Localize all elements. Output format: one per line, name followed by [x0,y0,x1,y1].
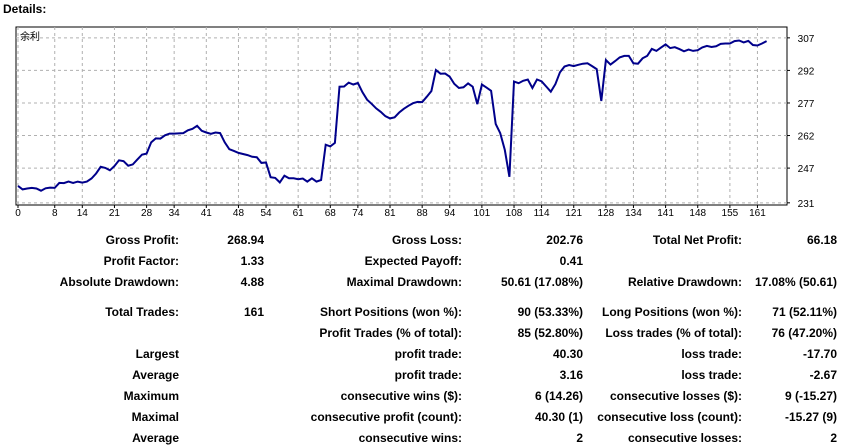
gross-loss-value: 202.76 [546,233,583,247]
details-title: Details: [3,2,47,16]
x-tick-label: 0 [15,208,21,219]
loss-trades-value: 76 (47.20%) [771,326,837,340]
largest-profit-label: profit trade: [394,347,462,361]
maximal-consec-loss-label: consecutive loss (count): [597,410,742,424]
x-tick-label: 114 [534,208,550,219]
avg-consec-losses-value: 2 [830,431,837,445]
relative-drawdown-label: Relative Drawdown: [627,275,742,289]
max-consec-losses-label: consecutive losses ($): [609,389,742,403]
long-positions-label: Long Positions (won %): [602,305,742,319]
x-tick-label: 48 [233,208,245,219]
largest-loss-label: loss trade: [681,347,742,361]
equity-line [17,39,768,192]
profit-factor-value: 1.33 [240,254,264,268]
x-tick-label: 8 [52,208,58,219]
loss-trades-label: Loss trades (% of total): [605,326,742,340]
max-consec-wins-value: 6 (14.26) [534,389,583,403]
x-tick-label: 141 [657,208,674,219]
total-trades-value: 161 [243,305,264,319]
x-tick-label: 34 [169,208,181,219]
x-tick-label: 54 [260,208,272,219]
maximal-consec-profit-label: consecutive profit (count): [310,410,462,424]
gross-profit-label: Gross Profit: [105,233,179,247]
y-tick-label: 277 [798,99,815,110]
long-positions-value: 71 (52.11%) [772,305,837,319]
x-tick-label: 108 [506,208,523,219]
logo-text: 余利 [20,30,40,43]
avg-consec-losses-label: consecutive losses: [627,431,742,445]
short-positions-value: 90 (53.33%) [517,305,583,319]
absolute-drawdown-value: 4.88 [240,275,264,289]
relative-drawdown-value: 17.08% (50.61) [754,275,837,289]
x-tick-label: 74 [352,208,364,219]
y-tick-label: 247 [798,164,815,175]
y-tick-label: 292 [798,66,815,77]
x-tick-label: 161 [749,208,766,219]
x-tick-label: 94 [444,208,456,219]
total-net-profit-value: 66.18 [806,233,837,247]
grid-lines [16,27,787,205]
gross-profit-value: 268.94 [227,233,264,247]
x-tick-label: 134 [625,208,642,219]
maximal-consec-profit-value: 40.30 (1) [534,410,583,424]
avg-consec-wins-label: consecutive wins: [358,431,462,445]
largest-label: Largest [135,347,179,361]
largest-loss-value: -17.70 [802,347,837,361]
largest-profit-value: 40.30 [552,347,583,361]
max-consec-wins-label: consecutive wins ($): [340,389,462,403]
x-tick-label: 61 [293,208,305,219]
x-tick-label: 41 [201,208,213,219]
short-positions-label: Short Positions (won %): [320,305,462,319]
total-trades-label: Total Trades: [105,305,179,319]
x-axis: 0 8 14 21 28 34 41 48 54 61 68 74 81 88 94 101 108 114 121… [15,205,766,219]
x-tick-label: 101 [474,208,491,219]
maximal-drawdown-value: 50.61 (17.08%) [500,275,583,289]
maximum-label: Maximum [123,389,179,403]
y-tick-label: 262 [798,132,815,143]
maximal-consec-loss-value: -15.27 (9) [784,410,837,424]
max-consec-losses-value: 9 (-15.27) [784,389,837,403]
average-label: Average [132,368,179,382]
x-tick-label: 148 [689,208,706,219]
x-tick-label: 88 [417,208,429,219]
total-net-profit-label: Total Net Profit: [652,233,742,247]
x-tick-label: 21 [109,208,121,219]
expected-payoff-label: Expected Payoff: [364,254,462,268]
expected-payoff-value: 0.41 [559,254,583,268]
x-tick-label: 28 [141,208,153,219]
profit-trades-value: 85 (52.80%) [517,326,583,340]
profit-trades-label: Profit Trades (% of total): [319,326,462,340]
maximal-label: Maximal [131,410,179,424]
y-axis: 231 247 262 277 292 307 [787,34,815,210]
average-loss-label: loss trade: [681,368,742,382]
x-tick-label: 81 [384,208,396,219]
average2-label: Average [132,431,179,445]
x-tick-label: 128 [598,208,615,219]
y-tick-label: 307 [798,34,815,45]
x-tick-label: 155 [722,208,739,219]
gross-loss-label: Gross Loss: [391,233,462,247]
average-profit-value: 3.16 [559,368,583,382]
equity-chart: 余利 0 8 14 21 28 34 41 48 54 61 68 74 81 88 94 101 108 114… [15,26,815,219]
maximal-drawdown-label: Maximal Drawdown: [346,275,462,289]
plot-area [15,26,788,206]
x-tick-label: 14 [77,208,89,219]
y-tick-label: 231 [798,199,815,210]
profit-factor-label: Profit Factor: [103,254,179,268]
x-tick-label: 121 [565,208,582,219]
absolute-drawdown-label: Absolute Drawdown: [59,275,179,289]
x-tick-label: 68 [325,208,337,219]
average-loss-value: -2.67 [809,368,837,382]
average-profit-label: profit trade: [394,368,462,382]
avg-consec-wins-value: 2 [576,431,583,445]
